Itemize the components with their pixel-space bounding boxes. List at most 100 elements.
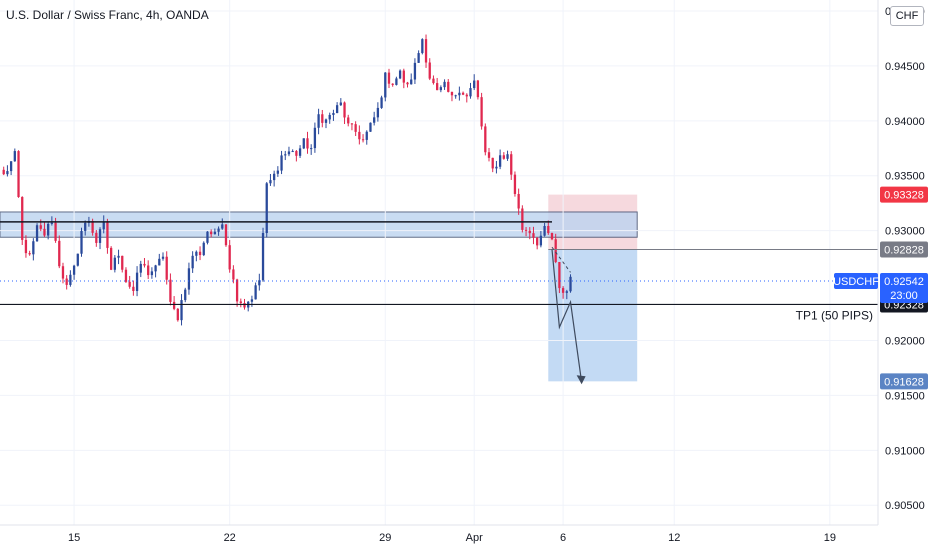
candle-body — [439, 87, 443, 91]
candle-body — [391, 83, 394, 85]
candle-body — [347, 117, 350, 124]
entry-price-label-bg — [880, 241, 928, 258]
candle-body — [228, 245, 231, 270]
candle-body — [484, 126, 487, 153]
candle-body — [447, 81, 450, 92]
candle-body — [109, 247, 113, 270]
candle-body — [317, 114, 320, 128]
candle-body — [17, 151, 20, 198]
candle-body — [376, 107, 380, 118]
candle-body — [106, 221, 109, 248]
candle-body — [524, 229, 528, 231]
candle-body — [161, 256, 165, 259]
price-tick-label: 0.91500 — [885, 390, 925, 402]
candle-body — [250, 299, 254, 302]
candle-body — [491, 157, 494, 169]
price-tick-label: 0.90500 — [885, 500, 925, 512]
candle-body — [210, 231, 213, 235]
currency-badge[interactable]: CHF — [890, 6, 924, 26]
candle-body — [221, 224, 224, 229]
candle-body — [91, 220, 94, 233]
candle-body — [295, 151, 298, 156]
candle-body — [98, 229, 102, 243]
candle-body — [469, 88, 472, 97]
candle-body — [124, 269, 128, 282]
candle-body — [450, 91, 454, 96]
projection-path[interactable] — [551, 249, 583, 383]
candle-body — [321, 114, 324, 123]
current-price-label-bg — [880, 272, 928, 303]
candle-body — [121, 255, 124, 270]
candle-body — [417, 53, 420, 63]
candle-body — [232, 269, 235, 280]
candle-body — [339, 102, 342, 106]
target-price-label: 0.91628 — [884, 376, 924, 388]
price-tick-label: 0.93500 — [885, 171, 925, 183]
candle-body — [291, 151, 294, 153]
candle-body — [302, 138, 305, 149]
symbol-tag[interactable]: USDCHF — [833, 276, 879, 288]
candle-body — [287, 151, 291, 155]
candle-body — [180, 300, 183, 321]
time-tick-label: Apr — [466, 532, 483, 544]
candle-body — [361, 139, 365, 141]
current-price-label: 0.92542 — [884, 276, 924, 288]
candle-body — [213, 231, 217, 235]
candle-body — [435, 83, 439, 91]
candle-body — [269, 180, 272, 184]
candle-body — [21, 197, 24, 240]
time-tick-label: 29 — [379, 532, 391, 544]
time-tick-label: 6 — [560, 532, 566, 544]
candle-body — [421, 39, 424, 54]
candle-body — [387, 72, 391, 84]
candle-body — [398, 70, 402, 79]
candle-body — [28, 253, 31, 255]
candle-body — [428, 62, 431, 79]
candle-body — [272, 173, 276, 181]
candle-body — [84, 222, 87, 231]
candle-body — [128, 281, 131, 287]
overlay-layer: TP1 (50 PIPS) — [0, 221, 878, 385]
candle-body — [102, 221, 105, 230]
candle-body — [306, 138, 309, 149]
candle-body — [384, 72, 387, 98]
candle-body — [54, 222, 57, 241]
candle-body — [32, 241, 35, 255]
time-tick-label: 19 — [824, 532, 836, 544]
candle-body — [561, 288, 565, 293]
resistance-zone[interactable] — [0, 211, 638, 238]
candle-body — [513, 174, 517, 194]
candle-body — [235, 279, 239, 302]
candle-body — [280, 155, 283, 171]
candle-body — [95, 232, 98, 243]
candle-body — [224, 224, 228, 246]
candle-body — [9, 161, 13, 172]
candle-body — [135, 272, 139, 292]
candle-body — [284, 154, 287, 156]
candle-body — [454, 95, 457, 97]
candle-body — [473, 80, 476, 89]
entry-price-label: 0.92828 — [884, 245, 924, 257]
candle-body — [395, 78, 398, 85]
take-profit-zone[interactable] — [548, 249, 638, 382]
candle-body — [487, 152, 491, 158]
time-axis[interactable]: 15 22 29 Apr 6 12 19 — [0, 524, 878, 544]
candle-body — [239, 301, 242, 304]
candle-body — [43, 228, 46, 236]
candle-body — [217, 228, 220, 232]
candle-body — [276, 170, 279, 174]
time-tick-label: 12 — [668, 532, 680, 544]
candle-body — [369, 122, 372, 132]
candle-body — [76, 253, 79, 266]
candle-body — [72, 265, 76, 275]
candle-body — [565, 291, 568, 293]
projection-dashed — [551, 246, 571, 273]
candle-body — [413, 62, 417, 80]
countdown-label: 23:00 — [890, 290, 918, 302]
target-price-label-bg — [880, 373, 928, 390]
time-tick-label: 15 — [68, 532, 80, 544]
candle-body — [354, 124, 357, 132]
